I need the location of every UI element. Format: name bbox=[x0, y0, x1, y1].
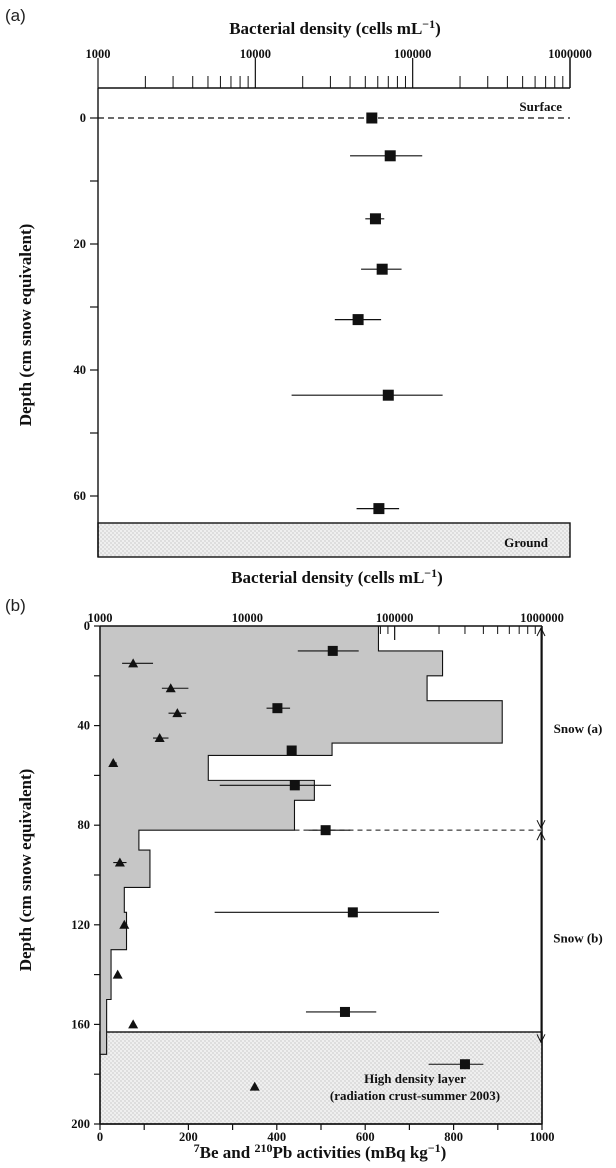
ground-layer bbox=[97, 522, 571, 558]
panel-b-y-tick-label: 40 bbox=[78, 719, 91, 733]
panel-b: (b) 1000 10000 100000 1000000 Snow (a)Snow … bbox=[5, 596, 603, 1162]
panel-b-square-point bbox=[459, 1059, 470, 1070]
snow-brackets: Snow (a) Snow (b) bbox=[294, 626, 603, 1044]
panel-a-square-point bbox=[352, 314, 364, 326]
snow-b-label: Snow (b) bbox=[553, 930, 603, 945]
panel-b-y-tick-label: 0 bbox=[84, 619, 90, 633]
panel-b-bottom-axis-title: 7Be and 210Pb activities (mBq kg−1) bbox=[194, 1141, 447, 1162]
panel-b-square-point bbox=[339, 1006, 350, 1017]
snow-a-arrow-bottom bbox=[536, 819, 546, 830]
panel-b-y-tick-label: 120 bbox=[71, 918, 90, 932]
panel-b-y-tick-label: 200 bbox=[71, 1117, 90, 1131]
panel-b-x-tick-label: 600 bbox=[356, 1130, 375, 1144]
panel-b-square-point bbox=[320, 825, 331, 836]
ground-label: Ground bbox=[504, 535, 549, 550]
panel-b-triangle-point bbox=[154, 733, 165, 743]
snow-a-arrow-top bbox=[536, 626, 546, 637]
panel-a-x-tick-label: 1000000 bbox=[548, 47, 592, 61]
panel-b-triangle-point bbox=[128, 1019, 139, 1029]
panel-a-x-tick-label: 1000 bbox=[86, 47, 111, 61]
panel-b-x-tick-label: 800 bbox=[444, 1130, 463, 1144]
panel-b-triangle-point bbox=[128, 658, 139, 668]
snow-a-label: Snow (a) bbox=[554, 721, 603, 736]
panel-b-square-point bbox=[289, 780, 300, 791]
panel-a: (a) Bacterial density (cells mL−1) 1000 1… bbox=[5, 6, 592, 587]
panel-b-y-axis-title: Depth (cm snow equivalent) bbox=[16, 769, 35, 972]
panel-b-triangle-point bbox=[165, 683, 176, 693]
panel-a-square-point bbox=[382, 389, 394, 401]
panel-b-label: (b) bbox=[5, 596, 26, 615]
panel-b-triangle-point bbox=[249, 1081, 260, 1091]
panel-a-y-tick-label: 0 bbox=[80, 111, 86, 125]
panel-b-x-tick-label: 1000 bbox=[530, 1130, 555, 1144]
panel-b-triangle-point bbox=[119, 919, 130, 929]
panel-b-series bbox=[108, 645, 484, 1091]
panel-b-square-point bbox=[347, 907, 358, 918]
panel-a-y-tick-label: 20 bbox=[74, 237, 87, 251]
panel-b-triangle-point bbox=[108, 757, 119, 767]
panel-b-bottom-axis: 0 200 400 600 800 1000 bbox=[97, 1124, 555, 1144]
surface-label: Surface bbox=[519, 99, 562, 114]
panel-b-top-tick-label: 100000 bbox=[376, 611, 414, 625]
7be-step-profile bbox=[99, 625, 503, 1055]
panel-b-top-tick-label: 1000 bbox=[88, 611, 113, 625]
panel-b-square-point bbox=[272, 703, 283, 714]
panel-a-y-axis: 0 20 40 60 bbox=[74, 111, 98, 503]
panel-b-triangle-point bbox=[172, 708, 183, 718]
panel-b-y-axis: 0 40 80 120 160 200 bbox=[71, 619, 100, 1131]
high-density-label-2: (radiation crust-summer 2003) bbox=[330, 1088, 500, 1103]
panel-a-y-axis-title: Depth (cm snow equivalent) bbox=[16, 224, 35, 427]
snow-b-arrow-bottom bbox=[536, 1034, 546, 1044]
panel-a-top-axis-title: Bacterial density (cells mL−1) bbox=[229, 17, 441, 38]
panel-b-x-tick-label: 200 bbox=[179, 1130, 198, 1144]
high-density-label-1: High density layer bbox=[364, 1071, 466, 1086]
panel-b-top-tick-label: 10000 bbox=[232, 611, 263, 625]
panel-b-triangle-point bbox=[114, 857, 125, 867]
panel-a-top-axis: 1000 10000 100000 1000000 bbox=[86, 47, 592, 88]
panel-b-y-tick-label: 160 bbox=[71, 1017, 90, 1031]
panel-a-square-point bbox=[376, 263, 388, 275]
panel-a-x-tick-label: 100000 bbox=[394, 47, 432, 61]
panel-a-square-point bbox=[369, 213, 381, 225]
panel-b-y-tick-label: 80 bbox=[78, 818, 91, 832]
panel-b-x-tick-label: 400 bbox=[267, 1130, 286, 1144]
panel-b-square-point bbox=[286, 745, 297, 756]
panel-a-bottom-axis-title: Bacterial density (cells mL−1) bbox=[231, 566, 443, 587]
panel-a-y-tick-label: 60 bbox=[74, 489, 87, 503]
high-density-layer bbox=[99, 1031, 543, 1125]
panel-a-y-tick-label: 40 bbox=[74, 363, 87, 377]
panel-a-square-point bbox=[384, 150, 396, 162]
panel-a-square-point bbox=[373, 503, 385, 515]
panel-b-triangle-point bbox=[112, 969, 123, 979]
panel-a-x-tick-label: 10000 bbox=[240, 47, 271, 61]
panel-a-square-point bbox=[366, 112, 378, 124]
panel-a-series bbox=[291, 112, 443, 515]
snow-b-arrow-top bbox=[536, 831, 546, 841]
panel-a-label: (a) bbox=[5, 6, 26, 25]
panel-b-top-tick-label: 1000000 bbox=[520, 611, 564, 625]
panel-b-x-tick-label: 0 bbox=[97, 1130, 103, 1144]
panel-b-square-point bbox=[327, 645, 338, 656]
